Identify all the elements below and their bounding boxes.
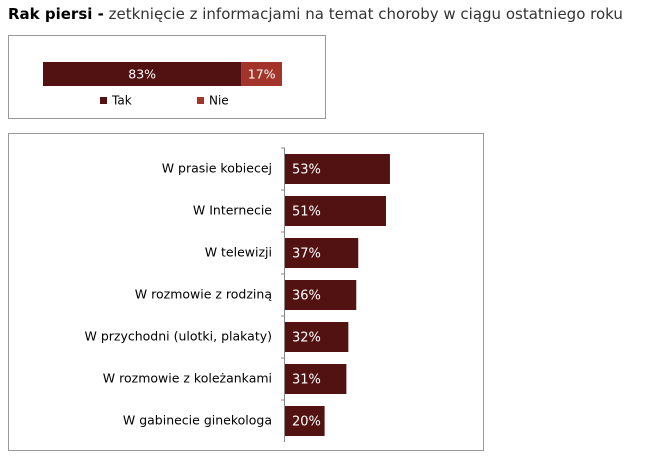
bar [285, 406, 325, 436]
value-label: 31% [292, 373, 321, 388]
bar [285, 280, 357, 310]
bar-segment [43, 62, 242, 86]
legend-swatch [100, 97, 107, 104]
chart-frame [8, 35, 326, 119]
category-label: W prasie kobiecej [162, 161, 272, 176]
category-label: W rozmowie z rodziną [135, 287, 273, 302]
value-label: 17% [248, 67, 276, 82]
category-label: W przychodni (ulotki, plakaty) [84, 329, 272, 344]
title-bold: Rak piersi - [8, 5, 104, 23]
chart-frame [8, 133, 484, 451]
value-label: 37% [292, 247, 321, 262]
bar [285, 154, 390, 184]
bar [285, 364, 347, 394]
title: Rak piersi - zetknięcie z informacjami n… [8, 5, 623, 23]
value-label: 36% [292, 289, 321, 304]
value-label: 20% [292, 415, 321, 430]
legend-swatch [197, 97, 204, 104]
bar [285, 238, 359, 268]
bar-segment [241, 62, 282, 86]
bar [285, 322, 349, 352]
value-label: 51% [292, 205, 321, 220]
legend-label: Tak [111, 94, 132, 108]
value-label: 83% [128, 67, 156, 82]
category-label: W Internecie [193, 203, 272, 218]
category-label: W rozmowie z koleżankami [103, 371, 272, 386]
bar [285, 196, 386, 226]
title-text: zetknięcie z informacjami na temat choro… [109, 5, 623, 23]
category-label: W telewizji [205, 245, 272, 260]
value-label: 53% [292, 163, 321, 178]
legend-label: Nie [209, 94, 229, 108]
value-label: 32% [292, 331, 321, 346]
category-label: W gabinecie ginekologa [123, 413, 272, 428]
